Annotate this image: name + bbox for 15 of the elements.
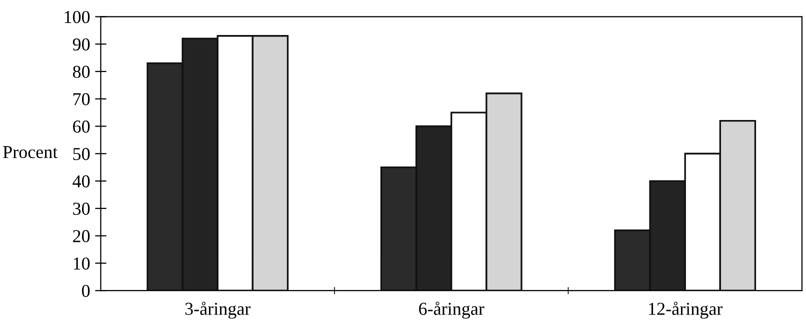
y-axis-title: Procent [3, 146, 58, 158]
y-tick-label: 80 [72, 66, 90, 78]
y-tick-label: 30 [73, 202, 90, 215]
x-tick-label: 6-åringar [419, 302, 484, 319]
y-tick-label: 70 [73, 93, 90, 106]
x-tick-label: 3-åringar [185, 302, 251, 319]
y-tick-label: 90 [72, 38, 90, 51]
y-tick-label: 100 [64, 10, 90, 24]
y-tick-label: 0 [82, 284, 90, 298]
y-tick-label: 60 [73, 120, 90, 133]
y-tick-label: 20 [73, 230, 90, 242]
y-tick-label: 10 [74, 257, 90, 270]
x-tick-label: 12-åringar [649, 302, 723, 319]
y-tick-label: 40 [72, 175, 90, 188]
y-tick-label: 50 [73, 148, 90, 160]
